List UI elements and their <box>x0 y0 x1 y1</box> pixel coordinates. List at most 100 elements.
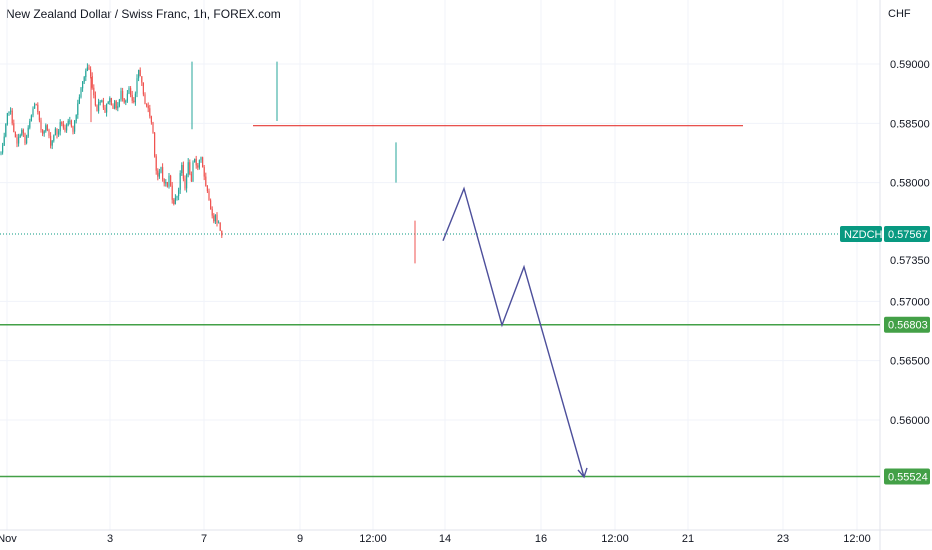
candle-body <box>98 101 100 112</box>
candle-body <box>5 124 7 137</box>
candle-body <box>70 120 72 127</box>
projection-arrowhead <box>577 467 588 479</box>
candle-body <box>101 100 103 102</box>
candle-body <box>78 97 80 104</box>
candle-body <box>13 123 15 133</box>
currency-label: CHF <box>888 8 911 20</box>
candle-body <box>130 88 132 96</box>
candle-body <box>34 104 36 109</box>
x-tick-label: Nov <box>0 533 17 545</box>
candle-body <box>51 140 53 146</box>
candle-body <box>35 104 37 106</box>
candle-body <box>131 95 133 101</box>
candle-body <box>174 197 176 205</box>
y-tick-label: 0.57000 <box>890 296 930 308</box>
candle-body <box>54 128 56 136</box>
y-tick-label: 0.56500 <box>890 356 930 368</box>
candle-body <box>138 69 140 79</box>
candle-body <box>48 129 50 136</box>
candle-body <box>154 132 156 157</box>
candle-body <box>184 178 186 189</box>
y-axis: 0.59000 0.58500 0.58000 0.57350 0.57000 0.565… <box>890 59 930 427</box>
last-price-tag <box>884 226 930 243</box>
candle-body <box>200 157 202 161</box>
candle-body <box>117 106 119 109</box>
candle-body <box>192 162 194 182</box>
candle-body <box>62 124 64 128</box>
candle-body <box>133 100 135 103</box>
candle-body <box>163 179 165 184</box>
candle-body <box>45 125 47 132</box>
candle-body <box>218 222 220 224</box>
price-series <box>0 61 416 264</box>
candle-body <box>136 78 138 94</box>
candle-body <box>27 127 29 137</box>
level-lines <box>0 125 880 478</box>
candle-body <box>194 158 196 163</box>
x-tick-label: 12:00 <box>359 533 387 545</box>
candle-body <box>152 122 154 133</box>
y-tick-label: 0.56000 <box>890 415 930 427</box>
candle-body <box>14 132 16 138</box>
candle-body <box>170 175 172 186</box>
candle-body <box>74 120 76 132</box>
candle-body <box>211 209 213 216</box>
candle-body <box>171 185 173 200</box>
x-tick-label: 12:00 <box>843 533 871 545</box>
projection-path <box>442 186 588 479</box>
candle-body <box>53 135 55 141</box>
candle-body <box>29 121 31 128</box>
candle-body <box>10 110 12 112</box>
candle-body <box>26 136 28 144</box>
candle-body <box>86 67 88 71</box>
candle-body <box>150 116 152 123</box>
candle-body <box>162 167 164 180</box>
candle-body <box>88 67 90 70</box>
candle-body <box>219 222 221 231</box>
candle-body <box>142 82 144 95</box>
candle-body <box>67 120 69 125</box>
y-tick-label: 0.57350 <box>890 255 930 267</box>
x-tick-label: 3 <box>107 533 113 545</box>
candle-body <box>187 162 189 175</box>
candle-body <box>64 127 66 131</box>
candle-body <box>186 174 188 189</box>
candle-body <box>168 175 170 187</box>
candle-body <box>72 126 74 132</box>
candle-body <box>61 122 63 125</box>
candle-body <box>2 145 4 153</box>
candle-body <box>126 93 128 101</box>
candle-body <box>75 114 77 121</box>
candle-body <box>203 167 205 177</box>
candle-body <box>82 81 84 89</box>
candle-body <box>120 90 122 100</box>
candle-body <box>109 98 111 102</box>
symbol-tag-label: NZDCHF <box>844 229 889 241</box>
candle-body <box>110 98 112 106</box>
candle-body <box>93 87 95 96</box>
candle-body <box>38 111 40 121</box>
candle-body <box>158 172 160 177</box>
candle-body <box>50 135 52 146</box>
candle-body <box>189 162 191 175</box>
candle-body <box>30 115 32 122</box>
candle-body <box>214 214 216 222</box>
candle-body <box>166 182 168 187</box>
y-tick-label: 0.58500 <box>890 118 930 130</box>
level-tag-label: 0.55524 <box>888 471 928 483</box>
candle-body <box>3 136 5 146</box>
candle-body <box>90 69 92 77</box>
candle-body <box>112 105 114 109</box>
candle-body <box>139 69 141 77</box>
candle-body <box>114 101 116 109</box>
candle-body <box>202 157 204 168</box>
candle-body <box>6 113 8 125</box>
candle-body <box>77 103 79 115</box>
candle-body <box>173 199 175 205</box>
candle-body <box>157 170 159 177</box>
candle-body <box>22 129 24 134</box>
candle-body <box>115 101 117 109</box>
candle-body <box>141 76 143 83</box>
